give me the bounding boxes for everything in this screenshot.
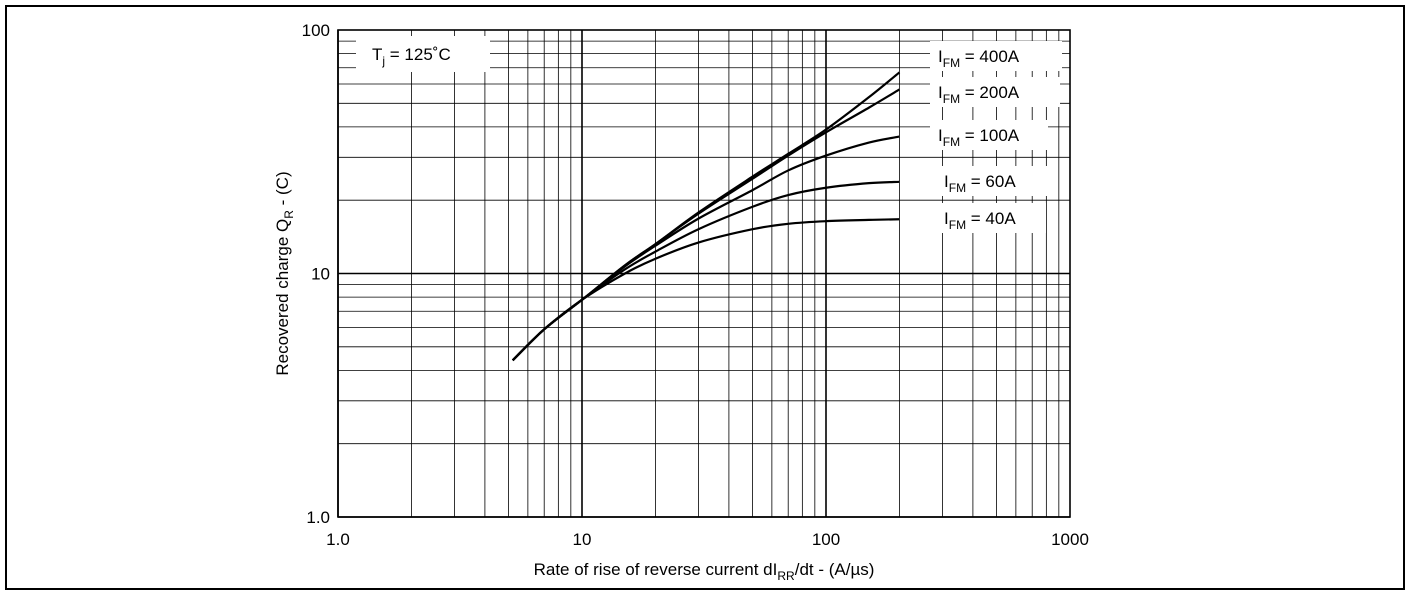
series-label-backdrop bbox=[930, 120, 1048, 150]
series-label-40A: IFM = 40A bbox=[944, 209, 1016, 232]
series-label-backdrop bbox=[936, 203, 1046, 233]
y-tick-label: 100 bbox=[302, 21, 330, 40]
series-label-backdrop bbox=[936, 166, 1051, 196]
series-label-60A: IFM = 60A bbox=[944, 172, 1016, 195]
x-axis-label: Rate of rise of reverse current dIRR/dt … bbox=[534, 560, 875, 583]
x-tick-label: 10 bbox=[573, 530, 592, 549]
series-label-100A: IFM = 100A bbox=[938, 126, 1020, 149]
series-label-200A: IFM = 200A bbox=[938, 83, 1020, 106]
annotation-tj: Tj = 125˚C bbox=[372, 45, 451, 68]
series-label-backdrop bbox=[930, 77, 1060, 107]
y-tick-label: 1.0 bbox=[306, 508, 330, 527]
series-line-40A bbox=[511, 218, 900, 362]
chart-frame bbox=[5, 5, 1405, 590]
x-tick-label: 100 bbox=[812, 530, 840, 549]
x-tick-label: 1000 bbox=[1051, 530, 1089, 549]
x-tick-label: 1.0 bbox=[326, 530, 350, 549]
y-axis-label: Recovered charge QR - (C) bbox=[273, 171, 296, 375]
series-label-backdrop bbox=[930, 41, 1062, 71]
plot-area-border bbox=[337, 29, 1071, 518]
y-tick-label: 10 bbox=[311, 265, 330, 284]
series-label-400A: IFM = 400A bbox=[938, 47, 1020, 70]
annotation-box bbox=[356, 36, 490, 72]
